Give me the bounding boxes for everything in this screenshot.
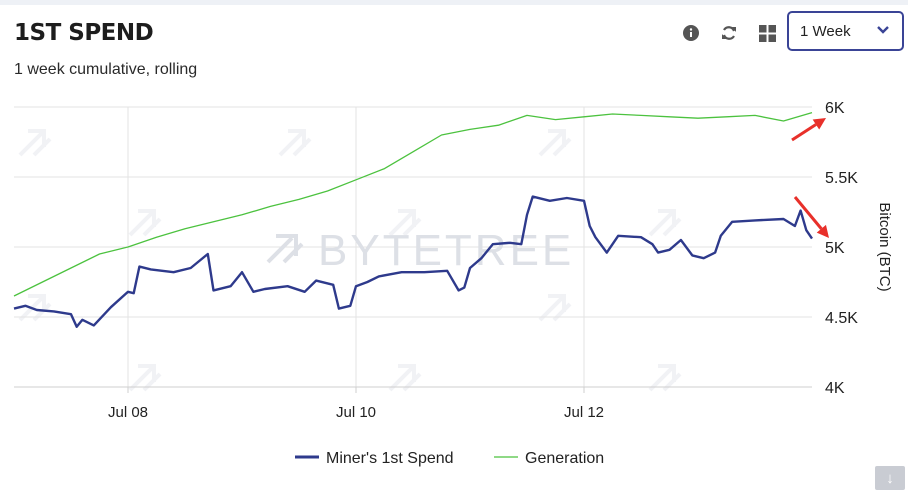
download-icon: ↓: [886, 469, 894, 487]
watermark-arrow-icon: [278, 129, 312, 157]
annotation-arrow: [793, 196, 829, 238]
refresh-icon[interactable]: [718, 22, 740, 44]
x-tick-label: Jul 12: [564, 404, 604, 421]
bytetree-logo-icon: [266, 234, 304, 264]
chart-annotations: [791, 118, 829, 238]
watermark-arrow-icon: [648, 364, 682, 392]
watermark-arrow-icon: [538, 129, 572, 157]
page-subtitle: 1 week cumulative, rolling: [14, 61, 198, 78]
watermark-arrow-icon: [538, 294, 572, 322]
x-tick-label: Jul 10: [336, 404, 376, 421]
chevron-down-icon: [877, 26, 889, 34]
watermark-arrow-icon: [128, 209, 162, 237]
watermark-arrow-icon: [128, 364, 162, 392]
y-axis-label: Bitcoin (BTC): [876, 202, 893, 291]
chart-legend[interactable]: Miner's 1st Spend Generation: [295, 450, 604, 467]
download-button[interactable]: ↓: [875, 466, 905, 490]
range-select-value: 1 Week: [800, 22, 851, 40]
series-line-miners-1st-spend: [13, 195, 813, 328]
y-axis: 4K 4.5K 5K 5.5K 6K: [825, 100, 858, 397]
watermark-arrow-icon: [388, 364, 422, 392]
watermark-arrow-icon: [18, 294, 52, 322]
annotation-arrow: [791, 118, 826, 142]
grid-icon[interactable]: [756, 22, 778, 44]
y-tick-label: 5K: [825, 240, 845, 257]
series-line-generation: [13, 111, 813, 297]
y-tick-label: 6K: [825, 100, 845, 117]
watermark-arrow-icon: [648, 209, 682, 237]
y-tick-label: 5.5K: [825, 170, 858, 187]
y-tick-label: 4.5K: [825, 310, 858, 327]
info-icon[interactable]: [680, 22, 702, 44]
range-select[interactable]: 1 Week: [787, 11, 904, 51]
legend-item-generation[interactable]: Generation: [494, 450, 604, 467]
page-title: 1ST SPEND: [14, 20, 154, 46]
x-tick-label: Jul 08: [108, 404, 148, 421]
watermark-logo: BYTETREE: [266, 226, 574, 275]
legend-item-miners-1st-spend[interactable]: Miner's 1st Spend: [295, 450, 454, 467]
watermark-text: BYTETREE: [318, 226, 574, 275]
watermark-arrow-icon: [388, 209, 422, 237]
top-strip: [0, 0, 908, 5]
x-axis: Jul 08 Jul 10 Jul 12: [108, 387, 604, 421]
legend-label: Miner's 1st Spend: [326, 450, 454, 467]
chart-series: [13, 111, 813, 328]
y-tick-label: 4K: [825, 380, 845, 397]
legend-label: Generation: [525, 450, 604, 467]
watermark-arrow-icon: [18, 129, 52, 157]
